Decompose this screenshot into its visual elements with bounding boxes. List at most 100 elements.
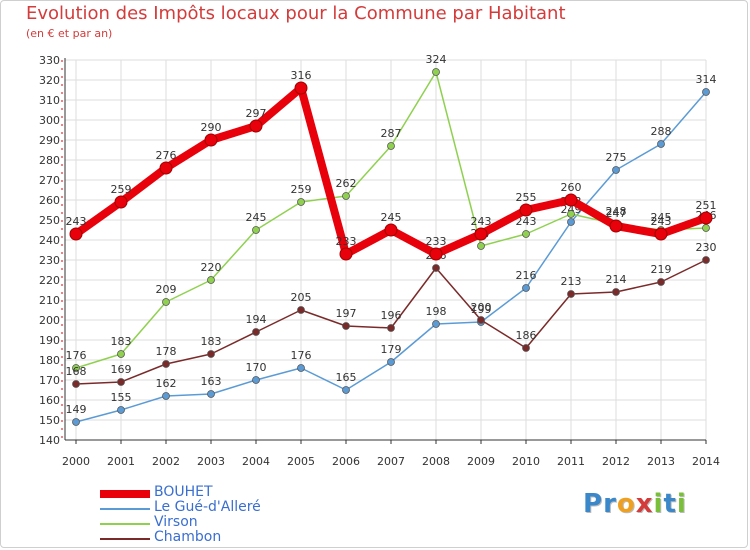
data-label: 214 bbox=[606, 273, 627, 286]
data-label: 183 bbox=[111, 335, 132, 348]
data-point bbox=[522, 230, 530, 238]
data-point bbox=[114, 195, 128, 209]
data-label: 198 bbox=[426, 305, 447, 318]
data-label: 186 bbox=[516, 329, 537, 342]
legend-swatch bbox=[100, 490, 150, 498]
data-label: 209 bbox=[156, 283, 177, 296]
data-point bbox=[702, 256, 710, 264]
data-label: 288 bbox=[651, 125, 672, 138]
data-point bbox=[72, 418, 80, 426]
x-tick-label: 2012 bbox=[602, 455, 630, 468]
y-tick-label: 230 bbox=[39, 254, 60, 267]
data-label: 248 bbox=[606, 205, 627, 218]
data-label: 243 bbox=[471, 215, 492, 228]
data-point bbox=[342, 322, 350, 330]
data-point bbox=[252, 328, 260, 336]
legend-label: Chambon bbox=[154, 529, 222, 545]
data-label: 179 bbox=[381, 343, 402, 356]
logo-letter: i bbox=[653, 489, 664, 519]
data-point bbox=[429, 247, 443, 261]
data-point bbox=[699, 211, 713, 225]
data-point bbox=[72, 380, 80, 388]
data-point bbox=[297, 306, 305, 314]
data-point bbox=[162, 298, 170, 306]
legend-item: BOUHET bbox=[100, 484, 420, 501]
line-chart: 140 150 160 170 180 190 200 210 220 230 240 250 260 2… bbox=[39, 53, 720, 468]
y-tick-label: 150 bbox=[39, 414, 60, 427]
x-tick-label: 2002 bbox=[152, 455, 180, 468]
data-label: 199 bbox=[471, 303, 492, 316]
data-point bbox=[297, 364, 305, 372]
data-label: 219 bbox=[651, 263, 672, 276]
data-point bbox=[252, 226, 260, 234]
data-label: 245 bbox=[246, 211, 267, 224]
data-point bbox=[387, 324, 395, 332]
data-label: 176 bbox=[66, 349, 87, 362]
x-tick-label: 2009 bbox=[467, 455, 495, 468]
data-point bbox=[339, 247, 353, 261]
data-label: 176 bbox=[291, 349, 312, 362]
legend-item: Le Gué-d'Alleré bbox=[100, 499, 420, 516]
data-point bbox=[612, 288, 620, 296]
y-tick-label: 220 bbox=[39, 274, 60, 287]
data-label: 155 bbox=[111, 391, 132, 404]
data-label: 178 bbox=[156, 345, 177, 358]
data-label: 233 bbox=[426, 235, 447, 248]
data-point bbox=[432, 320, 440, 328]
y-tick-label: 160 bbox=[39, 394, 60, 407]
data-point bbox=[567, 210, 575, 218]
x-tick-label: 2005 bbox=[287, 455, 315, 468]
x-tick-label: 2008 bbox=[422, 455, 450, 468]
data-label: 245 bbox=[381, 211, 402, 224]
y-tick-label: 300 bbox=[39, 114, 60, 127]
legend-label: BOUHET bbox=[154, 484, 213, 500]
y-tick-label: 200 bbox=[39, 314, 60, 327]
x-tick-label: 2001 bbox=[107, 455, 135, 468]
data-label: 290 bbox=[201, 121, 222, 134]
data-point bbox=[432, 68, 440, 76]
y-tick-label: 250 bbox=[39, 214, 60, 227]
legend-swatch bbox=[100, 508, 150, 510]
data-label: 168 bbox=[66, 365, 87, 378]
legend-label: Le Gué-d'Alleré bbox=[154, 499, 261, 515]
data-label: 196 bbox=[381, 309, 402, 322]
data-point bbox=[207, 276, 215, 284]
data-point bbox=[69, 227, 83, 241]
data-point bbox=[387, 142, 395, 150]
data-point bbox=[477, 316, 485, 324]
data-label: 200 bbox=[471, 301, 492, 314]
x-tick-label: 2010 bbox=[512, 455, 540, 468]
data-point bbox=[342, 192, 350, 200]
logo-letter: r bbox=[603, 489, 617, 519]
data-label: 251 bbox=[696, 199, 717, 212]
data-point bbox=[249, 119, 263, 133]
data-label: 213 bbox=[561, 275, 582, 288]
data-label: 149 bbox=[66, 403, 87, 416]
y-tick-label: 170 bbox=[39, 374, 60, 387]
data-label: 243 bbox=[651, 215, 672, 228]
y-tick-label: 190 bbox=[39, 334, 60, 347]
chart-title: Evolution des Impôts locaux pour la Comm… bbox=[26, 3, 566, 24]
legend-item: Chambon bbox=[100, 529, 420, 546]
data-label: 165 bbox=[336, 371, 357, 384]
legend-label: Virson bbox=[154, 514, 198, 530]
y-tick-label: 260 bbox=[39, 194, 60, 207]
y-tick-label: 310 bbox=[39, 94, 60, 107]
data-point bbox=[117, 406, 125, 414]
data-point bbox=[657, 140, 665, 148]
data-point bbox=[702, 88, 710, 96]
data-point bbox=[117, 350, 125, 358]
logo-letter: x bbox=[635, 489, 654, 519]
data-point bbox=[432, 264, 440, 272]
data-label: 287 bbox=[381, 127, 402, 140]
y-tick-label: 280 bbox=[39, 154, 60, 167]
data-point bbox=[342, 386, 350, 394]
data-label: 247 bbox=[606, 207, 627, 220]
data-point bbox=[207, 350, 215, 358]
data-point bbox=[654, 227, 668, 241]
data-label: 169 bbox=[111, 363, 132, 376]
data-label: 243 bbox=[66, 215, 87, 228]
data-point bbox=[297, 198, 305, 206]
data-label: 205 bbox=[291, 291, 312, 304]
